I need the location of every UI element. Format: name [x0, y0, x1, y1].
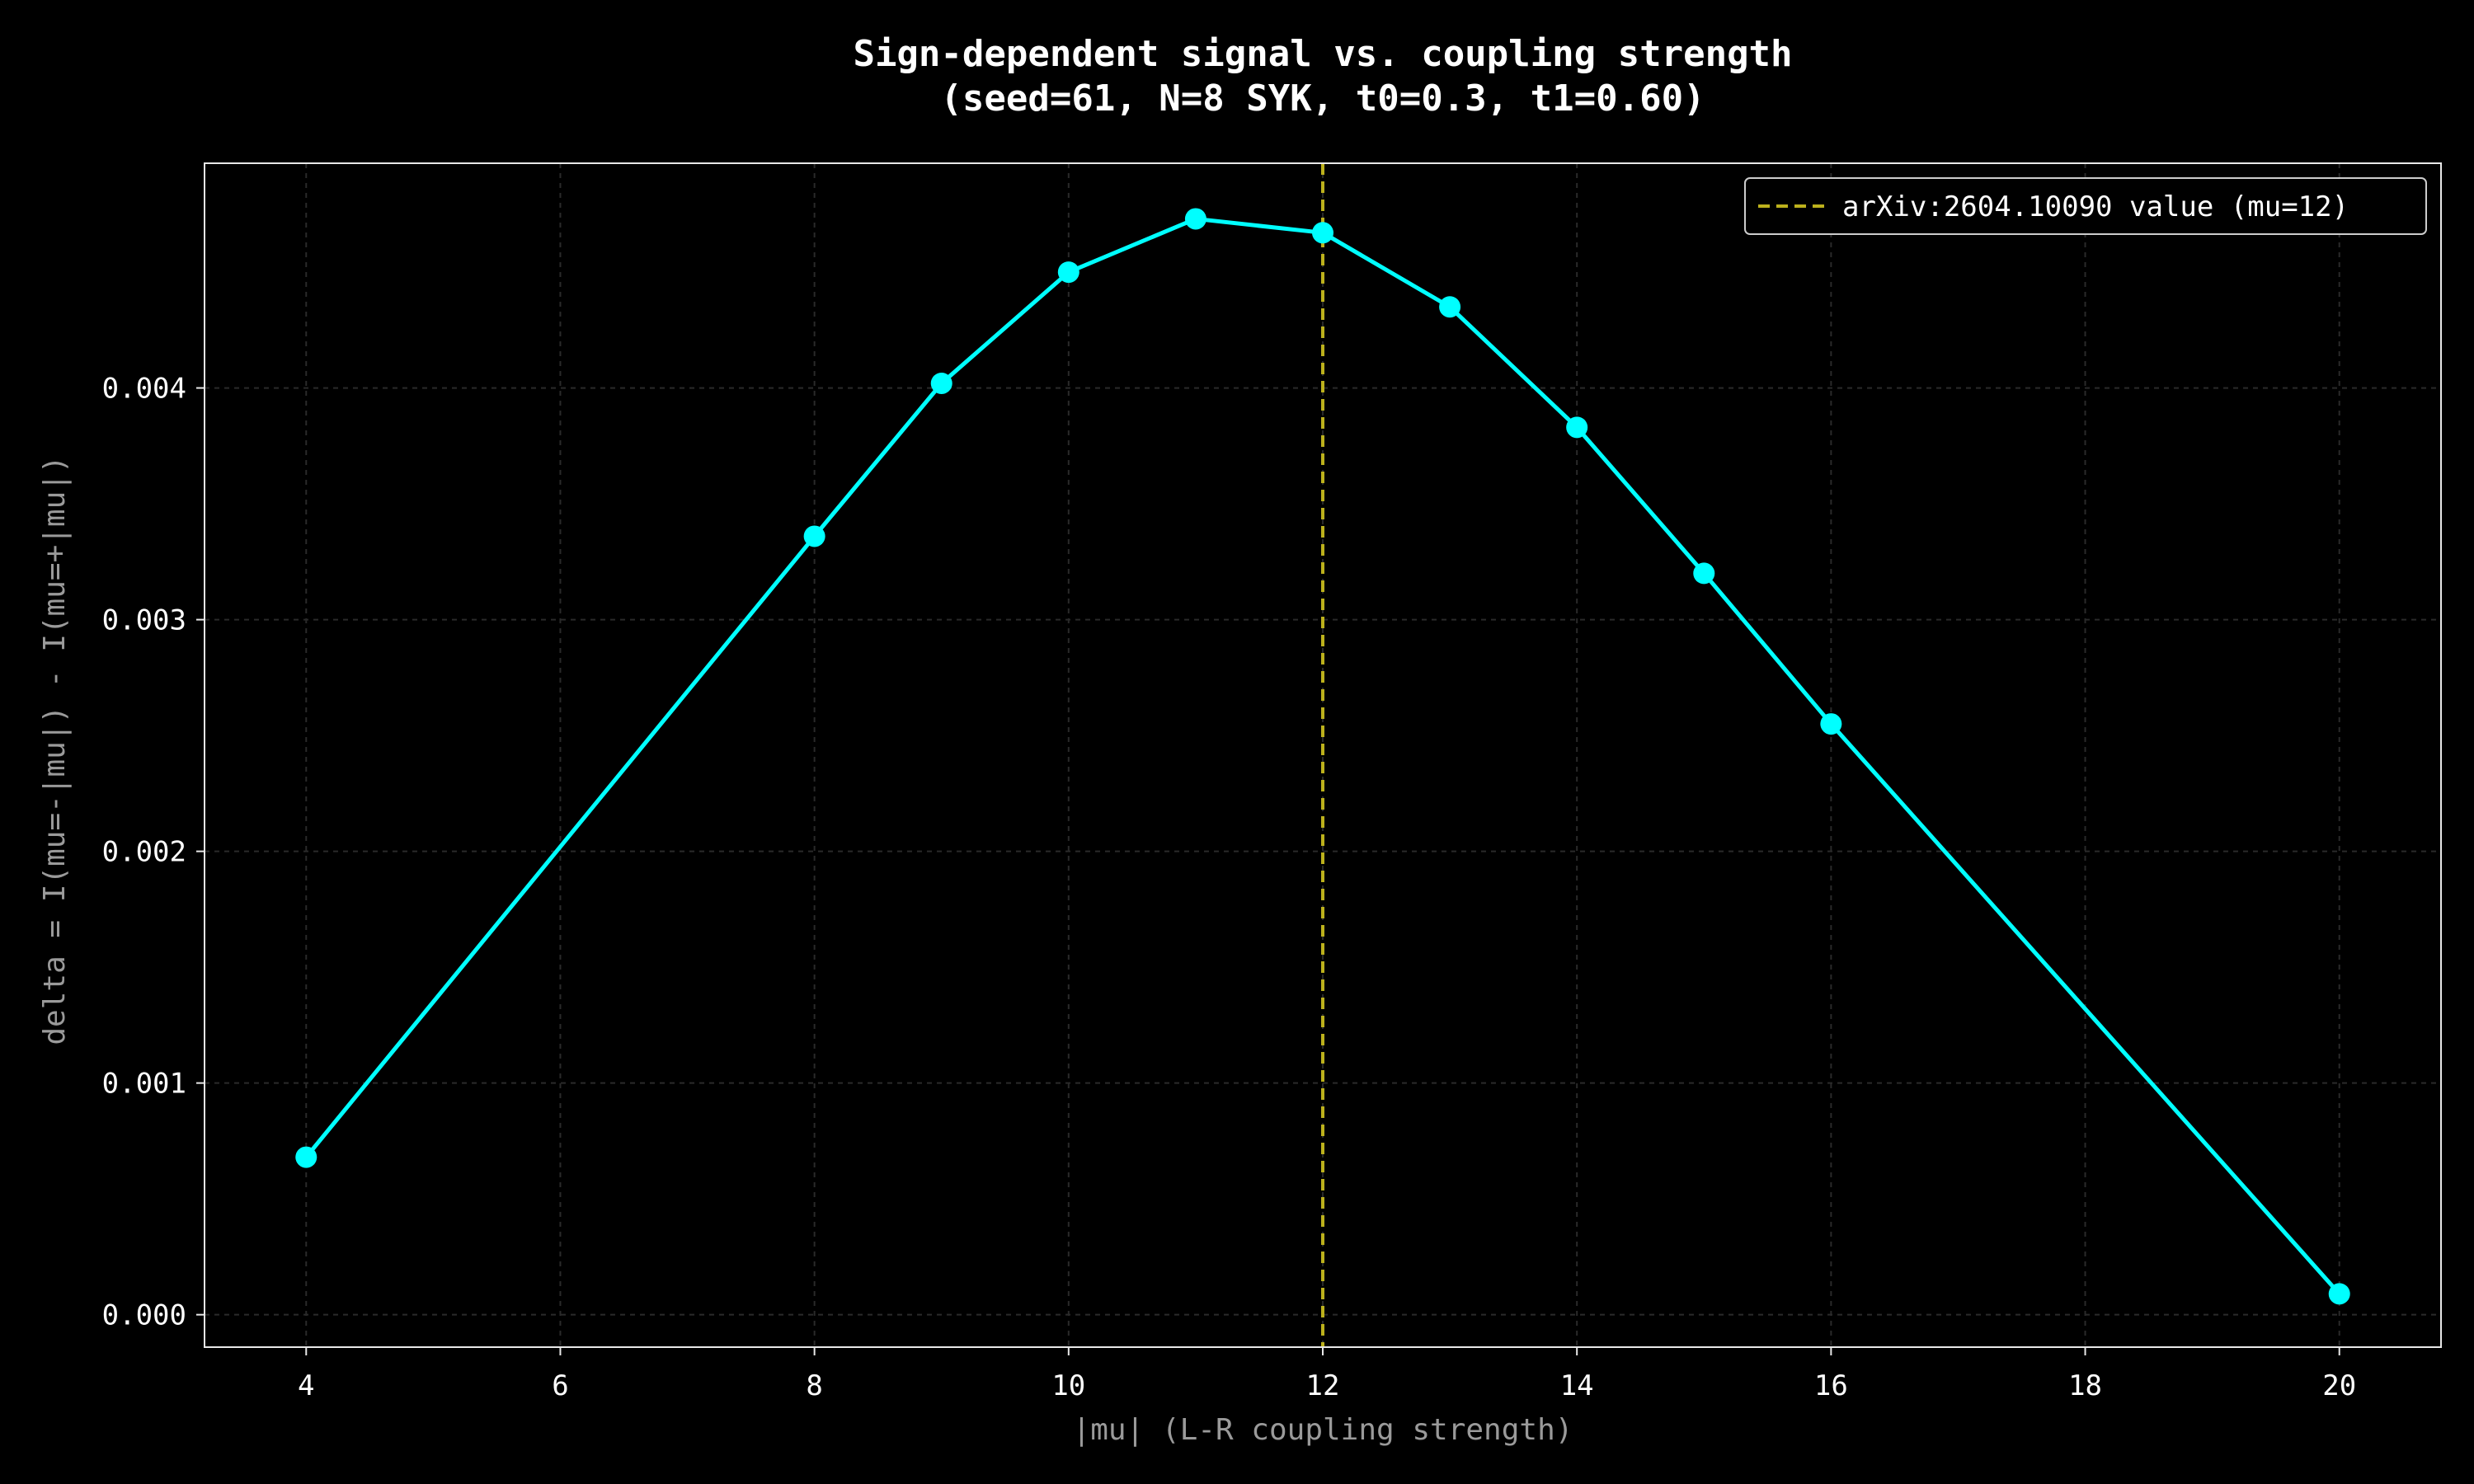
- data-point: [1439, 296, 1461, 318]
- data-point: [1820, 713, 1842, 735]
- data-point: [803, 525, 825, 547]
- y-axis-label: delta = I(mu=-|mu|) - I(mu=+|mu|): [38, 455, 72, 1045]
- x-tick-label: 18: [2068, 1369, 2102, 1402]
- x-tick-label: 6: [552, 1369, 568, 1402]
- data-point: [930, 372, 952, 394]
- data-point: [2328, 1283, 2350, 1305]
- y-tick-label: 0.002: [102, 836, 186, 869]
- data-point: [1057, 261, 1079, 284]
- series-layer: [295, 208, 2350, 1305]
- x-tick-label: 14: [1560, 1369, 1594, 1402]
- legend: arXiv:2604.10090 value (mu=12): [1744, 177, 2427, 235]
- y-tick-label: 0.001: [102, 1068, 186, 1101]
- title-group: Sign-dependent signal vs. coupling stren…: [853, 33, 1792, 120]
- x-tick-label: 8: [806, 1369, 822, 1402]
- data-point: [1312, 222, 1333, 244]
- data-point: [1566, 416, 1588, 439]
- chart-title: Sign-dependent signal vs. coupling stren…: [853, 33, 1792, 75]
- data-point: [295, 1146, 317, 1168]
- chart-subtitle: (seed=61, N=8 SYK, t0=0.3, t1=0.60): [940, 77, 1705, 120]
- y-tick-label: 0.000: [102, 1299, 186, 1332]
- x-tick-label: 10: [1051, 1369, 1085, 1402]
- x-tick-label: 12: [1306, 1369, 1340, 1402]
- y-tick-label: 0.004: [102, 373, 186, 406]
- x-tick-label: 4: [298, 1369, 314, 1402]
- x-axis-label: |mu| (L-R coupling strength): [1073, 1413, 1573, 1447]
- y-tick-label: 0.003: [102, 604, 186, 637]
- y-axis-ticks: 0.000 0.001 0.002 0.003 0.004: [102, 373, 205, 1332]
- x-tick-label: 20: [2322, 1369, 2356, 1402]
- data-point: [1693, 562, 1715, 585]
- x-axis-ticks: 4 6 8 10 12 14 16 18 20: [298, 1347, 2356, 1402]
- legend-box: [1744, 177, 2427, 235]
- legend-entry-reference: arXiv:2604.10090 value (mu=12): [1842, 190, 2349, 223]
- x-tick-label: 16: [1814, 1369, 1848, 1402]
- data-point: [1184, 208, 1206, 230]
